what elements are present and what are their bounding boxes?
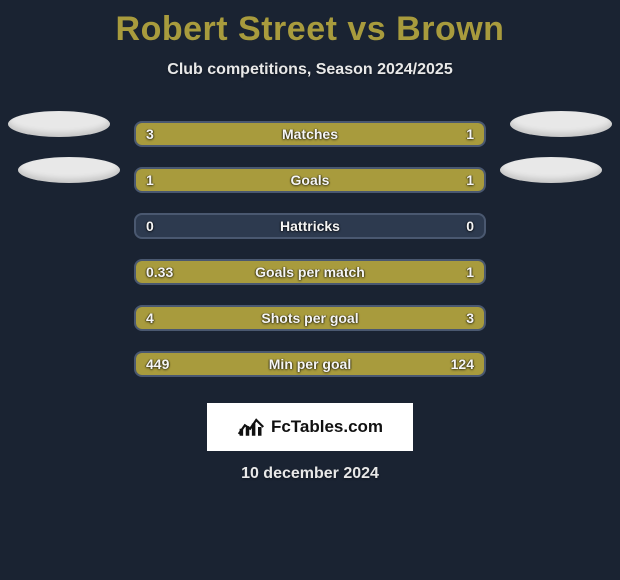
stat-row: 43Shots per goal <box>0 295 620 341</box>
stat-label: Hattricks <box>136 215 484 237</box>
stat-bar: 11Goals <box>134 167 486 193</box>
stat-bar: 31Matches <box>134 121 486 147</box>
subtitle: Club competitions, Season 2024/2025 <box>0 61 620 79</box>
player2-badge-slot <box>486 157 620 203</box>
player2-badge <box>500 157 602 183</box>
stat-label: Min per goal <box>136 353 484 375</box>
stat-label: Shots per goal <box>136 307 484 329</box>
player1-badge-slot <box>0 157 134 203</box>
stat-bar: 00Hattricks <box>134 213 486 239</box>
stat-label: Matches <box>136 123 484 145</box>
stat-rows: 31Matches 11Goals 00Hattricks 0.331Goals pe… <box>0 111 620 387</box>
stat-row: 0.331Goals per match <box>0 249 620 295</box>
stat-row: 31Matches <box>0 111 620 157</box>
player1-badge <box>8 111 110 137</box>
stat-row: 00Hattricks <box>0 203 620 249</box>
player1-badge <box>18 157 120 183</box>
logo-text: FcTables.com <box>271 417 383 437</box>
player1-badge-slot <box>0 111 134 157</box>
stat-label: Goals <box>136 169 484 191</box>
logo-badge: FcTables.com <box>207 403 413 451</box>
player2-badge <box>510 111 612 137</box>
title: Robert Street vs Brown <box>0 0 620 49</box>
player2-badge-slot <box>486 111 620 157</box>
vs-text: vs <box>347 10 386 48</box>
stat-bar: 0.331Goals per match <box>134 259 486 285</box>
stat-bar: 449124Min per goal <box>134 351 486 377</box>
stat-row: 449124Min per goal <box>0 341 620 387</box>
player1-name: Robert Street <box>116 10 338 48</box>
stat-bar: 43Shots per goal <box>134 305 486 331</box>
date-text: 10 december 2024 <box>0 465 620 483</box>
stat-row: 11Goals <box>0 157 620 203</box>
stat-label: Goals per match <box>136 261 484 283</box>
fctables-icon <box>237 416 265 438</box>
player2-name: Brown <box>396 10 504 48</box>
